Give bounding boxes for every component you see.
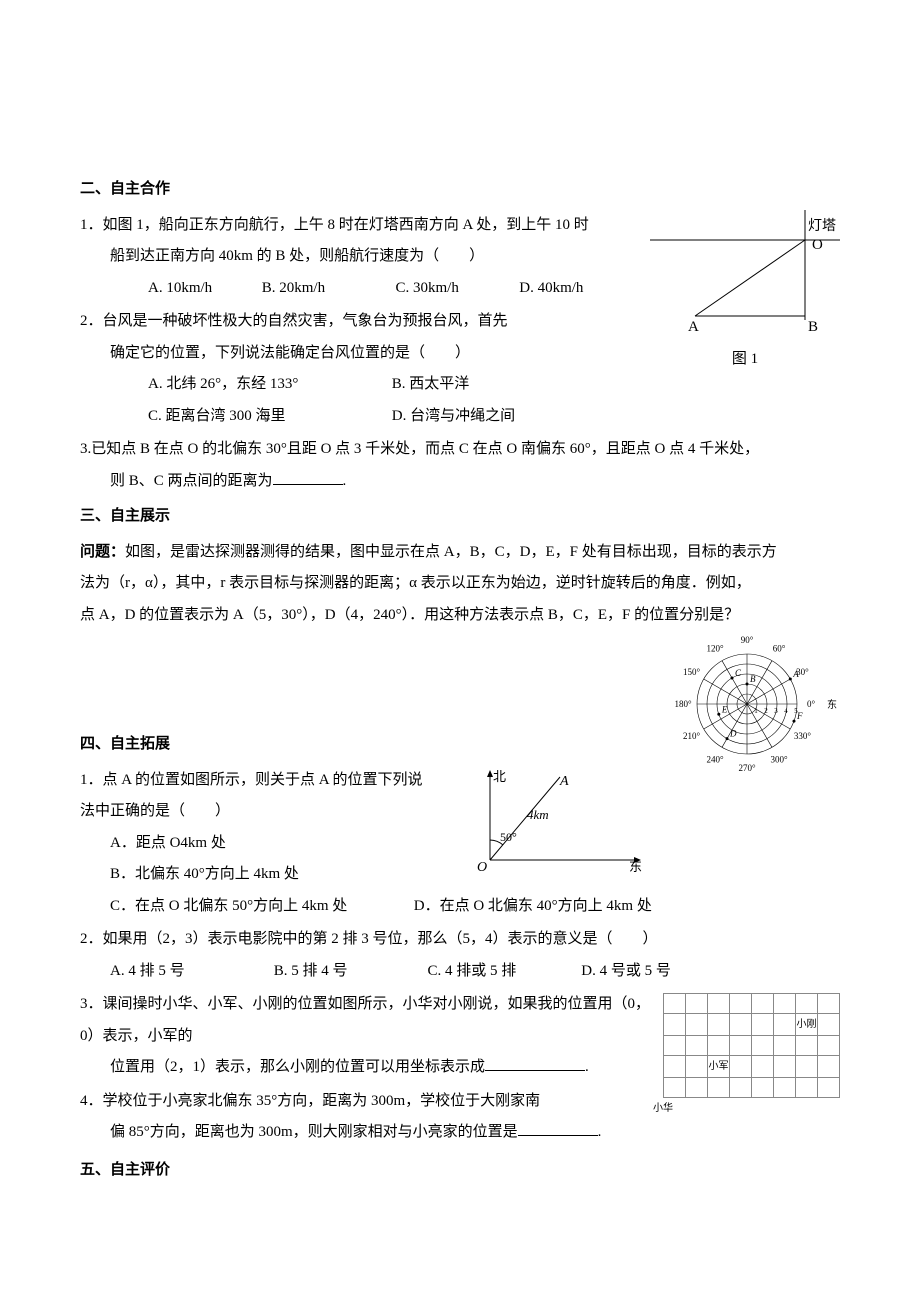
s4-q4-l1: 学校位于小亮家北偏东 35°方向，距离为 300m，学校位于大刚家南 bbox=[103, 1093, 541, 1109]
svg-text:2: 2 bbox=[764, 707, 768, 715]
svg-text:60°: 60° bbox=[773, 644, 786, 654]
s4-q3-num: 3． bbox=[80, 996, 103, 1012]
svg-text:C: C bbox=[735, 668, 742, 678]
s4-q2-num: 2． bbox=[80, 931, 103, 947]
s4-q1-num: 1． bbox=[80, 772, 103, 788]
s3-p3: 点 A，D 的位置表示为 A（5，30°），D（4，240°）．用这种方法表示点… bbox=[80, 600, 840, 632]
svg-text:3: 3 bbox=[774, 707, 778, 715]
s2-q2: 2．台风是一种破坏性极大的自然灾害，气象台为预报台风，首先 确定它的位置，下列说… bbox=[80, 306, 840, 432]
s4-q1-text: 点 A 的位置如图所示，则关于点 A 的位置下列说法中正确的是（ ） bbox=[80, 772, 423, 820]
s3-p1: 如图，是雷达探测器测得的结果，图中显示在点 A，B，C，D，E，F 处有目标出现… bbox=[125, 544, 777, 560]
svg-text:300°: 300° bbox=[770, 754, 788, 764]
s2-q2-c: C. 距离台湾 300 海里 bbox=[148, 401, 388, 433]
s2-q3-l2: 则 B、C 两点间的距离为 bbox=[110, 473, 273, 489]
s4-q4-l2: 偏 85°方向，距离也为 300m，则大刚家相对与小亮家的位置是 bbox=[110, 1124, 518, 1140]
s2-q1-b: B. 20km/h bbox=[262, 273, 392, 305]
svg-text:240°: 240° bbox=[706, 754, 724, 764]
svg-text:330°: 330° bbox=[794, 731, 812, 741]
s2-q3-period: . bbox=[343, 473, 347, 489]
svg-text:东: 东 bbox=[827, 698, 837, 711]
s4-q2-a: A. 4 排 5 号 bbox=[110, 956, 270, 988]
s4-q4-period: . bbox=[598, 1124, 602, 1140]
s2-q1-a: A. 10km/h bbox=[148, 273, 258, 305]
s2-q2-l2: 确定它的位置，下列说法能确定台风位置的是（ ） bbox=[80, 338, 840, 370]
s4-q3: 3．课间操时小华、小军、小刚的位置如图所示，小华对小刚说，如果我的位置用（0，0… bbox=[80, 989, 840, 1084]
svg-text:150°: 150° bbox=[683, 667, 701, 677]
s2-q3-l1: 已知点 B 在点 O 的北偏东 30°且距 O 点 3 千米处，而点 C 在点 … bbox=[91, 441, 759, 457]
svg-text:90°: 90° bbox=[741, 635, 754, 645]
svg-text:210°: 210° bbox=[683, 731, 701, 741]
s4-q1: 1．点 A 的位置如图所示，则关于点 A 的位置下列说法中正确的是（ ） A．距… bbox=[80, 765, 840, 923]
svg-text:0°: 0° bbox=[807, 699, 816, 709]
section-3-heading: 三、自主展示 bbox=[80, 501, 840, 533]
section-2-heading: 二、自主合作 bbox=[80, 174, 840, 206]
s2-q3-blank[interactable] bbox=[273, 470, 343, 485]
s2-q1-num: 1． bbox=[80, 217, 103, 233]
s4-q1-c: C．在点 O 北偏东 50°方向上 4km 处 bbox=[110, 891, 410, 923]
s4-q1-a: A．距点 O4km 处 bbox=[110, 828, 410, 860]
s4-q2-text: 如果用（2，3）表示电影院中的第 2 排 3 号位，那么（5，4）表示的意义是（… bbox=[103, 931, 658, 947]
s2-q2-d: D. 台湾与冲绳之间 bbox=[392, 401, 515, 433]
svg-text:A: A bbox=[792, 669, 799, 679]
s4-q2-d: D. 4 号或 5 号 bbox=[581, 956, 671, 988]
s4-q1-b: B．北偏东 40°方向上 4km 处 bbox=[110, 859, 299, 891]
s2-q1-l2: 船到达正南方向 40km 的 B 处，则船航行速度为（ ） bbox=[80, 241, 840, 273]
svg-text:F: F bbox=[796, 711, 803, 721]
s2-q2-l1: 台风是一种破坏性极大的自然灾害，气象台为预报台风，首先 bbox=[103, 313, 508, 329]
svg-text:E: E bbox=[721, 704, 728, 714]
section-5-heading: 五、自主评价 bbox=[80, 1155, 840, 1187]
svg-text:D: D bbox=[729, 729, 737, 739]
s4-q3-blank[interactable] bbox=[485, 1056, 585, 1071]
svg-text:1: 1 bbox=[754, 707, 758, 715]
s4-q4-blank[interactable] bbox=[518, 1121, 598, 1136]
s2-q2-num: 2． bbox=[80, 313, 103, 329]
s3-problem: 问题：如图，是雷达探测器测得的结果，图中显示在点 A，B，C，D，E，F 处有目… bbox=[80, 537, 840, 632]
s2-q1-l1: 如图 1，船向正东方向航行，上午 8 时在灯塔西南方向 A 处，到上午 10 时 bbox=[103, 217, 589, 233]
s4-q4: 4．学校位于小亮家北偏东 35°方向，距离为 300m，学校位于大刚家南 偏 8… bbox=[80, 1086, 840, 1149]
s3-p2: 法为（r，α），其中，r 表示目标与探测器的距离；α 表示以正东为始边，逆时针旋… bbox=[80, 568, 840, 600]
s2-q1-c: C. 30km/h bbox=[396, 273, 516, 305]
s4-q3-l1: 课间操时小华、小军、小刚的位置如图所示，小华对小刚说，如果我的位置用（0，0）表… bbox=[80, 996, 650, 1044]
radar-svg: 0°30°60°90°120°150°180°210°240°270°300°3… bbox=[655, 629, 840, 779]
svg-text:4: 4 bbox=[784, 707, 788, 715]
s4-q3-period: . bbox=[585, 1059, 589, 1075]
s2-q3: 3.已知点 B 在点 O 的北偏东 30°且距 O 点 3 千米处，而点 C 在… bbox=[80, 434, 840, 497]
s2-q1: 1．如图 1，船向正东方向航行，上午 8 时在灯塔西南方向 A 处，到上午 10… bbox=[80, 210, 840, 305]
svg-text:120°: 120° bbox=[706, 644, 724, 654]
s2-q1-d: D. 40km/h bbox=[519, 273, 583, 305]
s4-q2: 2．如果用（2，3）表示电影院中的第 2 排 3 号位，那么（5，4）表示的意义… bbox=[80, 924, 840, 987]
s2-q2-a: A. 北纬 26°，东经 133° bbox=[148, 369, 388, 401]
s4-q3-l2: 位置用（2，1）表示，那么小刚的位置可以用坐标表示成 bbox=[110, 1059, 485, 1075]
s4-q1-d: D．在点 O 北偏东 40°方向上 4km 处 bbox=[414, 891, 652, 923]
s2-q3-num: 3. bbox=[80, 441, 91, 457]
s4-q4-num: 4． bbox=[80, 1093, 103, 1109]
s2-q2-b: B. 西太平洋 bbox=[392, 369, 470, 401]
radar-figure: 0°30°60°90°120°150°180°210°240°270°300°3… bbox=[655, 629, 840, 779]
s4-q2-c: C. 4 排或 5 排 bbox=[428, 956, 578, 988]
svg-text:B: B bbox=[750, 674, 756, 684]
s4-q2-b: B. 5 排 4 号 bbox=[274, 956, 424, 988]
svg-text:180°: 180° bbox=[674, 699, 692, 709]
s3-problem-label: 问题： bbox=[80, 544, 125, 560]
